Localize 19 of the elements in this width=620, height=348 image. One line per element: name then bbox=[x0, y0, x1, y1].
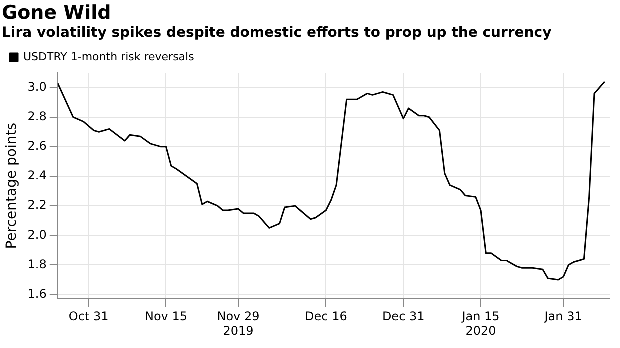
x-tick-label: Dec 31 bbox=[382, 310, 425, 324]
chart-title: Gone Wild bbox=[2, 2, 112, 24]
y-tick-label: 2.4 bbox=[28, 168, 47, 183]
x-tick-label: Nov 29 2019 bbox=[217, 310, 260, 338]
y-tick-label: 1.8 bbox=[28, 257, 47, 272]
x-tick-label: Nov 15 bbox=[144, 310, 188, 324]
x-tick-label: Dec 16 bbox=[305, 310, 348, 324]
y-tick-label: 2.6 bbox=[28, 139, 47, 154]
x-tick-label: Oct 31 bbox=[68, 310, 109, 324]
y-tick-label: 3.0 bbox=[28, 80, 47, 94]
y-tick-label: 2.8 bbox=[28, 109, 47, 124]
legend-label: USDTRY 1-month risk reversals bbox=[24, 50, 195, 64]
x-tick-label: Jan 31 bbox=[544, 310, 582, 324]
y-tick-label: 2.0 bbox=[28, 228, 47, 242]
y-tick-label: 2.2 bbox=[28, 198, 47, 212]
chart-subtitle: Lira volatility spikes despite domestic efforts to prop up the currency bbox=[2, 24, 553, 42]
x-tick-label: Jan 15 2020 bbox=[461, 310, 500, 338]
y-axis-title: Percentage points bbox=[4, 122, 20, 250]
y-tick-label: 1.6 bbox=[28, 286, 47, 301]
